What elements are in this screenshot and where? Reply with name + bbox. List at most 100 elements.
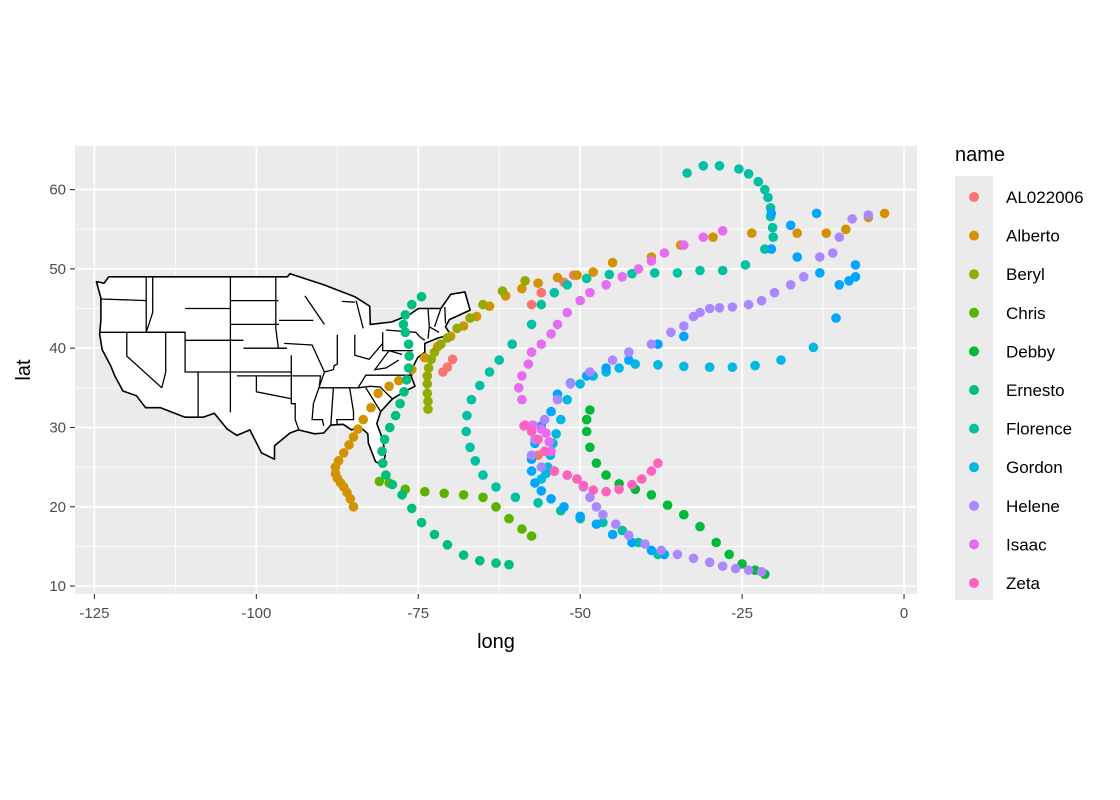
data-point bbox=[614, 484, 624, 495]
data-point bbox=[526, 299, 537, 310]
data-point bbox=[344, 440, 354, 450]
data-point bbox=[585, 405, 595, 415]
data-point bbox=[552, 394, 563, 405]
data-point bbox=[679, 361, 689, 372]
x-tick-label: -50 bbox=[569, 605, 591, 622]
data-point bbox=[475, 555, 485, 566]
data-point bbox=[682, 168, 692, 178]
data-point bbox=[517, 371, 527, 381]
data-point bbox=[562, 280, 572, 290]
data-point bbox=[617, 272, 628, 282]
data-point bbox=[533, 498, 543, 508]
data-point bbox=[403, 339, 414, 350]
data-point bbox=[672, 268, 683, 278]
data-point bbox=[776, 355, 786, 365]
data-point bbox=[401, 375, 412, 385]
data-point bbox=[353, 424, 363, 434]
data-point bbox=[815, 268, 825, 278]
data-point bbox=[526, 319, 537, 330]
data-point bbox=[578, 480, 589, 491]
data-point bbox=[533, 434, 543, 445]
data-point bbox=[828, 248, 838, 258]
data-point bbox=[439, 488, 450, 499]
state-border bbox=[290, 355, 300, 430]
x-axis-ticks: -125 -100 -75 -50 -25 0 bbox=[79, 594, 908, 622]
data-point bbox=[404, 351, 415, 361]
data-point bbox=[591, 502, 602, 512]
data-point bbox=[662, 500, 673, 511]
data-point bbox=[591, 458, 602, 469]
data-point bbox=[390, 410, 401, 421]
x-tick-label: -125 bbox=[79, 605, 109, 622]
data-point bbox=[653, 360, 663, 370]
data-point bbox=[672, 549, 683, 560]
legend-key-beryl bbox=[969, 269, 979, 280]
state-border bbox=[100, 298, 147, 302]
data-point bbox=[695, 307, 705, 318]
data-point bbox=[575, 295, 585, 306]
data-point bbox=[549, 466, 560, 476]
data-point bbox=[730, 563, 741, 574]
data-point bbox=[399, 387, 409, 397]
data-point bbox=[575, 379, 585, 389]
x-axis-title: long bbox=[477, 631, 515, 653]
legend-key-debby bbox=[969, 346, 979, 357]
data-point bbox=[559, 502, 569, 512]
state-border bbox=[304, 295, 325, 325]
data-point bbox=[366, 402, 376, 413]
data-point bbox=[815, 252, 825, 262]
series-florence bbox=[461, 161, 778, 560]
data-point bbox=[562, 394, 572, 405]
data-point bbox=[717, 226, 728, 236]
data-point bbox=[461, 426, 472, 437]
data-point bbox=[695, 265, 705, 276]
data-point bbox=[768, 232, 778, 242]
data-point bbox=[465, 313, 475, 323]
data-point bbox=[358, 414, 369, 425]
data-point bbox=[624, 347, 634, 358]
state-border bbox=[341, 300, 355, 303]
data-point bbox=[698, 232, 709, 242]
data-point bbox=[541, 428, 551, 438]
data-point bbox=[400, 327, 411, 338]
legend-label: Debby bbox=[1006, 342, 1056, 361]
data-point bbox=[688, 553, 699, 564]
data-point bbox=[585, 287, 595, 298]
data-point bbox=[585, 492, 595, 503]
data-point bbox=[711, 537, 721, 548]
data-point bbox=[747, 228, 757, 238]
data-point bbox=[627, 479, 637, 490]
data-point bbox=[753, 176, 764, 187]
data-point bbox=[491, 482, 501, 492]
data-point bbox=[420, 486, 430, 497]
data-point bbox=[381, 470, 391, 480]
data-point bbox=[769, 287, 780, 298]
data-point bbox=[792, 228, 802, 238]
data-point bbox=[581, 414, 592, 425]
data-point bbox=[333, 456, 344, 466]
data-point bbox=[442, 362, 453, 373]
legend-label: Ernesto bbox=[1006, 381, 1065, 400]
y-tick-label: 10 bbox=[49, 578, 66, 595]
data-point bbox=[627, 537, 637, 548]
data-point bbox=[811, 208, 822, 219]
data-point bbox=[536, 339, 547, 350]
legend-label: Zeta bbox=[1006, 574, 1041, 593]
data-point bbox=[374, 476, 385, 487]
data-point bbox=[517, 524, 527, 534]
data-point bbox=[646, 545, 657, 556]
legend-label: AL022006 bbox=[1006, 188, 1084, 207]
data-point bbox=[429, 529, 440, 540]
data-point bbox=[465, 442, 475, 453]
data-point bbox=[398, 319, 409, 330]
data-point bbox=[649, 268, 660, 278]
data-point bbox=[847, 214, 857, 224]
legend-title: name bbox=[955, 144, 1005, 166]
data-point bbox=[466, 394, 477, 405]
data-point bbox=[756, 567, 767, 577]
data-point bbox=[429, 347, 440, 358]
data-point bbox=[536, 462, 547, 472]
data-point bbox=[539, 446, 550, 457]
hurricane-points bbox=[330, 161, 890, 579]
data-point bbox=[552, 272, 563, 283]
